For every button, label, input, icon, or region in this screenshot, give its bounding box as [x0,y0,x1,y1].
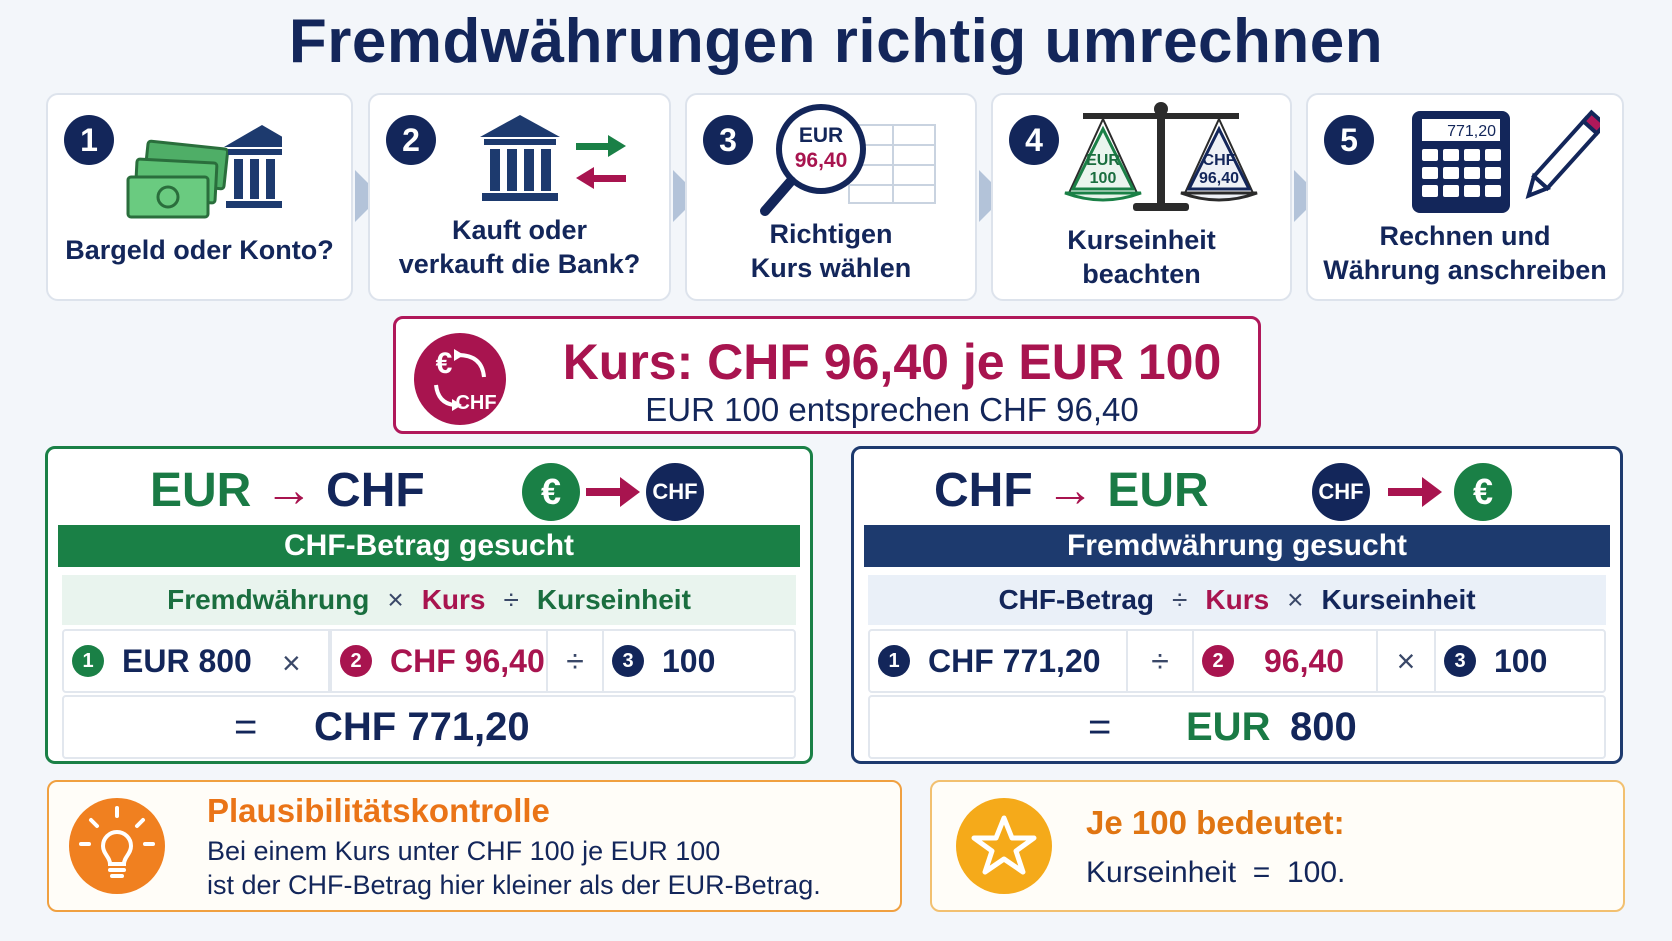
balance-scale-icon: EUR 100 CHF 96,40 [1064,102,1258,211]
step-label-line-1: Rechnen und [1379,221,1551,251]
panel-bar: CHF-Betrag gesucht [58,525,800,567]
scale-right-top: CHF [1203,152,1236,169]
step-label-line-2: Kurs wählen [750,253,912,283]
calculator-icon: 771,20 [1412,111,1510,213]
chf-coin-icon: CHF [646,463,704,521]
note-line-1: Bei einem Kurs unter CHF 100 je EUR 100 [207,836,721,866]
note-heading: Plausibilitätskontrolle [207,792,550,829]
magnifier-label-top: EUR [799,124,843,147]
step-number: 2 [386,115,436,165]
scale-right-bottom: 96,40 [1199,170,1239,187]
result-row: = CHF 771,20 [62,695,796,759]
currency-exchange-icon: € CHF [414,333,506,425]
step-3-card: 3 EUR 96,40 Richtigen Kurs wählen [685,93,977,301]
calculator-pencil-icon: 771,20 [1412,109,1600,213]
euro-coin-icon: € [1454,463,1512,521]
svg-text:CHF: CHF [455,392,496,414]
step-5-card: 5 771,20 Rechnen und Währung anschreiben [1306,93,1624,301]
chf-to-eur-panel: CHF → EUR CHF € Fremdwährung gesucht CHF… [851,446,1623,764]
panel-bar: Fremdwährung gesucht [864,525,1610,567]
formula-row: Fremdwährung × Kurs ÷ Kurseinheit [62,575,796,625]
bank-exchange-icon [480,115,626,201]
step-label-line-2: beachten [1082,259,1201,289]
magnifier-rate-table-icon: EUR 96,40 [760,104,936,216]
lightbulb-icon [69,798,165,894]
value-cell-2: 2 96,40 [1194,631,1378,691]
magnifier-icon: EUR 96,40 [760,104,866,216]
step-number: 4 [1009,115,1059,165]
step-2-card: 2 Kauft oder verkauft die Bank? [368,93,671,301]
values-row: 1 CHF 771,20 ÷ 2 96,40 × 3 100 [868,629,1606,693]
badge-1: 1 [878,645,910,677]
step-label-line-2: Währung anschreiben [1323,255,1607,285]
value-cell-2: 2 CHF 96,40 [332,631,548,691]
star-icon [956,798,1052,894]
scale-left-bottom: 100 [1090,170,1117,187]
note-line-2: ist der CHF-Betrag hier kleiner als der … [207,870,821,900]
bank-building-icon [224,125,282,208]
value-cell-1: 1 EUR 800 [64,631,328,691]
step-4-card: 4 EUR 100 CHF 96,40 Kurseinheit beachten [991,93,1292,301]
step-label-line-1: Kurseinheit [1067,225,1216,255]
step-label-line-1: Kauft oder [452,215,587,245]
step-1-card: 1 Bargeld oder Konto? [46,93,353,301]
step-number: 5 [1324,115,1374,165]
chf-coin-icon: CHF [1312,463,1370,521]
value-cell-3: 3 100 [604,631,794,691]
scale-left-top: EUR [1086,152,1120,169]
step-label-line-1: Richtigen [769,219,893,249]
badge-2: 2 [1202,645,1234,677]
step-number: 1 [64,115,114,165]
value-cell-3: 3 100 [1436,631,1604,691]
pencil-icon [1525,109,1600,200]
bank-building-icon [480,115,560,201]
operator-divide: ÷ [548,631,604,691]
badge-2: 2 [340,645,372,677]
exchange-rate-box: € CHF Kurs: CHF 96,40 je EUR 100 EUR 100… [393,316,1261,434]
badge-3: 3 [612,645,644,677]
result-value: 800 [1290,705,1357,749]
note-line-1: Kurseinheit = 100. [1086,856,1346,889]
values-row: 1 EUR 800 2 CHF 96,40 ÷ 3 100 [62,629,796,693]
operator-divide: ÷ [1128,631,1194,691]
badge-3: 3 [1444,645,1476,677]
banknotes-icon [126,139,230,219]
cash-and-bank-icon [126,125,282,219]
eur-to-chf-panel: EUR → CHF € CHF CHF-Betrag gesucht Fremd… [45,446,813,764]
calculator-display: 771,20 [1447,123,1496,140]
result-currency: EUR [1186,705,1271,749]
result-value: CHF 771,20 [314,705,530,749]
operator-multiply: × [1378,631,1436,691]
arrow-right-icon [1388,477,1442,507]
euro-coin-icon: € [522,463,580,521]
rate-explanation: EUR 100 entsprechen CHF 96,40 [645,391,1139,428]
result-row: = EUR 800 [868,695,1606,759]
step-number: 3 [703,115,753,165]
unit-note: Je 100 bedeutet: Kurseinheit = 100. [930,780,1625,912]
svg-text:€: € [436,347,453,380]
operator-multiply: × [282,645,301,681]
panel-title: CHF → EUR [934,464,1209,517]
rate-headline: Kurs: CHF 96,40 je EUR 100 [562,334,1222,390]
step-label-line-2: verkauft die Bank? [398,249,641,279]
arrow-right-icon [586,477,640,507]
panel-title: EUR → CHF [150,464,425,517]
step-label: Bargeld oder Konto? [65,235,334,265]
magnifier-label-bottom: 96,40 [795,149,848,172]
badge-1: 1 [72,645,104,677]
note-heading: Je 100 bedeutet: [1086,804,1345,841]
value-cell-1: 1 CHF 771,20 [870,631,1128,691]
plausibility-note: Plausibilitätskontrolle Bei einem Kurs u… [47,780,902,912]
formula-row: CHF-Betrag ÷ Kurs × Kurseinheit [868,575,1606,625]
exchange-arrows-icon [576,135,626,189]
page-title: Fremdwährungen richtig umrechnen [288,7,1384,76]
